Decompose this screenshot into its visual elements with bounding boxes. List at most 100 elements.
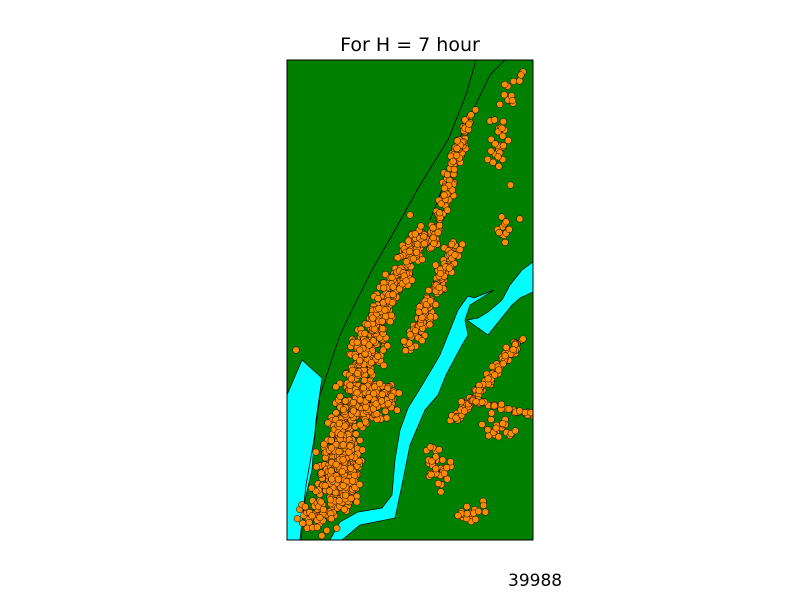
pickup-point [432, 465, 440, 473]
pickup-point [496, 100, 504, 108]
pickup-point [439, 456, 447, 464]
pickup-point [406, 211, 414, 219]
pickup-point [381, 407, 389, 415]
pickup-point [327, 467, 335, 475]
pickup-point [335, 419, 343, 428]
pickup-point [327, 436, 335, 445]
pickup-point [378, 317, 386, 325]
pickup-point [437, 488, 445, 496]
pickup-point [299, 519, 307, 527]
pickup-point [336, 392, 344, 400]
pickup-point [492, 424, 500, 432]
points-layer [292, 68, 533, 540]
pickup-point [378, 390, 386, 398]
pickup-point [328, 444, 336, 452]
pickup-point [504, 136, 512, 145]
pickup-point [387, 311, 395, 319]
pickup-point [510, 77, 518, 85]
pickup-point [499, 142, 507, 150]
coastline-west [299, 60, 477, 540]
pickup-point [308, 512, 316, 520]
pickup-point [436, 269, 444, 278]
pickup-point [495, 366, 503, 374]
pickup-point [453, 151, 461, 159]
pickup-point [327, 515, 335, 523]
pickup-point [440, 191, 448, 199]
east-river [329, 289, 495, 540]
pickup-point [383, 414, 391, 422]
pickup-point [312, 463, 320, 471]
pickup-point [451, 251, 459, 259]
pickup-point [332, 409, 340, 417]
pickup-point [420, 240, 428, 248]
pickup-point [319, 505, 327, 514]
pickup-point [353, 389, 361, 397]
pickup-point [346, 442, 354, 450]
pickup-point [381, 306, 389, 314]
pickup-point [411, 327, 419, 335]
pickup-point [346, 381, 354, 389]
pickup-point [321, 482, 329, 490]
pickup-point [484, 426, 492, 434]
pickup-point [460, 407, 469, 415]
pickup-point [367, 368, 375, 376]
pickup-point [369, 337, 377, 345]
pickup-point [443, 206, 451, 214]
pickup-point [352, 430, 360, 438]
pickup-point [440, 469, 448, 477]
pickup-point [450, 165, 458, 173]
pickup-point [339, 441, 347, 449]
pickup-point [406, 331, 414, 339]
pickup-point [326, 496, 335, 504]
pickup-point [412, 248, 421, 256]
pickup-point [353, 338, 361, 346]
pickup-point [490, 402, 498, 410]
pickup-point [318, 532, 326, 540]
pickup-point [454, 512, 462, 520]
pickup-point [509, 346, 517, 354]
pickup-point [484, 155, 492, 163]
pickup-point [425, 286, 433, 295]
east-channel [466, 261, 533, 336]
pickup-point [339, 456, 347, 464]
pickup-point [499, 419, 507, 428]
pickup-point [440, 184, 449, 192]
pickup-point [487, 416, 495, 424]
pickup-point [332, 383, 340, 391]
pickup-point [516, 77, 524, 85]
pickup-point [519, 335, 527, 343]
pickup-point [338, 468, 346, 476]
pickup-point [378, 397, 386, 405]
pickup-point [364, 321, 372, 329]
pickup-point [475, 386, 483, 394]
pickup-point [452, 414, 460, 422]
pickup-point [386, 318, 394, 326]
pickup-point [436, 209, 444, 217]
pickup-point [374, 294, 382, 303]
pickup-point [478, 398, 486, 406]
pickup-point [389, 290, 397, 298]
pickup-point [395, 389, 403, 397]
pickup-point [472, 515, 480, 523]
pickup-point [335, 497, 343, 505]
pickup-point [389, 283, 397, 291]
pickup-point [479, 501, 488, 509]
pickup-point [506, 181, 515, 189]
pickup-point [362, 418, 370, 426]
pickup-point [472, 398, 480, 406]
pickup-point [434, 479, 442, 488]
pickup-point [384, 400, 392, 408]
pickup-point [516, 215, 524, 223]
pickup-point [488, 409, 496, 417]
pickup-point [320, 440, 328, 448]
pickup-point [369, 314, 377, 322]
pickup-point [491, 371, 499, 379]
pickup-point [349, 477, 357, 485]
pickup-point [316, 513, 324, 522]
pickup-point [393, 406, 401, 414]
pickup-point [361, 329, 369, 338]
pickup-point [345, 448, 353, 456]
pickup-point [497, 400, 505, 408]
